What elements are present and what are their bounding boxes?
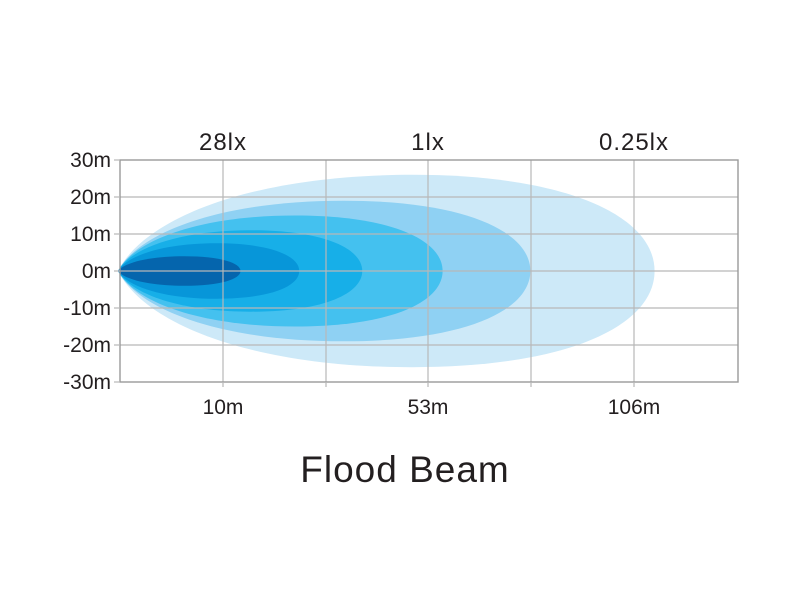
y-tick-label: 30m	[70, 149, 111, 172]
lux-labels: 28lx 1lx 0.25lx	[199, 129, 669, 156]
y-tick-label: -10m	[63, 297, 111, 320]
chart-title: Flood Beam	[300, 449, 510, 490]
lux-label: 28lx	[199, 129, 247, 156]
x-tick-label: 106m	[608, 396, 661, 419]
x-axis-ticks: 10m 53m 106m	[203, 382, 661, 419]
grid	[120, 160, 738, 382]
x-tick-label: 53m	[408, 396, 449, 419]
y-tick-label: -30m	[63, 371, 111, 394]
x-tick-label: 10m	[203, 396, 244, 419]
y-tick-label: 0m	[82, 260, 111, 283]
lux-label: 1lx	[411, 129, 445, 156]
y-tick-label: 20m	[70, 186, 111, 209]
y-tick-label: -20m	[63, 334, 111, 357]
y-axis-ticks: 30m 20m 10m 0m -10m -20m -30m	[63, 149, 120, 394]
lux-label: 0.25lx	[599, 129, 669, 156]
y-tick-label: 10m	[70, 223, 111, 246]
